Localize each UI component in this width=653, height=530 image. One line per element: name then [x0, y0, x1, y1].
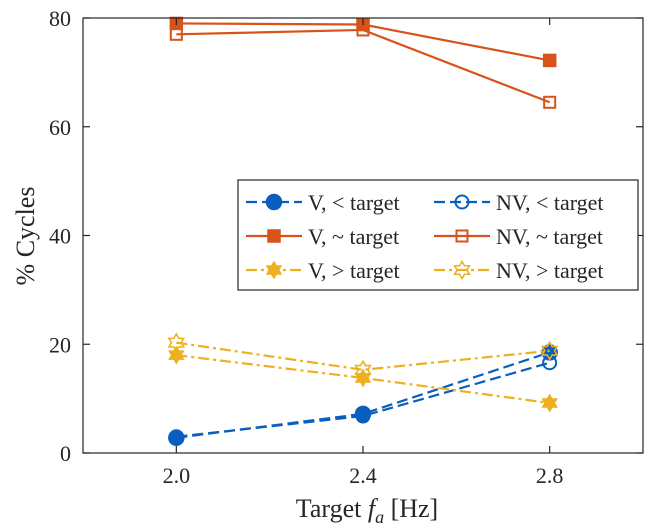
- data-point: [168, 429, 184, 445]
- axes-layer: 2.0 2.4 2.8 0 20 40 60 80: [49, 6, 644, 488]
- legend-label: V, ~ target: [308, 224, 399, 249]
- series-4: [169, 23, 557, 109]
- legend: V, < target NV, < target V, ~ target NV, ~ …: [237, 179, 639, 291]
- legend-entry: V, < target: [246, 190, 400, 215]
- x-axis-label-unit: [Hz]: [384, 494, 438, 523]
- y-tick-label: 80: [49, 6, 71, 31]
- data-point: [168, 345, 185, 365]
- legend-label: NV, < target: [496, 190, 604, 215]
- x-axis-label-subscript: a: [375, 507, 384, 527]
- legend-marker: [265, 260, 283, 280]
- series-line: [176, 354, 550, 405]
- legend-entry: V, > target: [246, 258, 400, 283]
- x-axis-label-main: Target: [296, 494, 368, 523]
- legend-entry: NV, > target: [434, 258, 604, 283]
- legend-marker: [267, 229, 281, 243]
- data-point: [542, 355, 558, 371]
- x-axis-label: Target fa [Hz]: [296, 494, 438, 527]
- data-point: [169, 27, 183, 41]
- y-tick-label: 40: [49, 224, 71, 249]
- x-tick-label: 2.0: [163, 463, 191, 488]
- legend-marker: [455, 229, 469, 243]
- legend-label: NV, ~ target: [496, 224, 603, 249]
- legend-label: V, < target: [308, 190, 400, 215]
- data-point: [167, 332, 186, 353]
- data-point: [540, 340, 559, 361]
- legend-marker: [454, 194, 470, 210]
- legend-entry: NV, ~ target: [434, 224, 603, 249]
- x-tick-label: 2.8: [536, 463, 564, 488]
- y-tick-label: 20: [49, 332, 71, 357]
- data-point: [354, 359, 372, 380]
- legend-entry: NV, < target: [434, 190, 604, 215]
- data-point: [543, 95, 557, 109]
- y-axis-label: % Cycles: [11, 187, 40, 286]
- series-6: [167, 332, 559, 380]
- legend-marker: [265, 193, 283, 211]
- y-tick-label: 0: [60, 441, 71, 466]
- x-axis-label-symbol: f: [368, 494, 379, 523]
- data-point: [541, 393, 558, 413]
- legend-marker: [453, 259, 471, 281]
- y-tick-label: 60: [49, 115, 71, 140]
- legend-entry: V, ~ target: [246, 224, 399, 249]
- data-point: [542, 53, 557, 68]
- series-2: [168, 355, 558, 445]
- legend-label: V, > target: [308, 258, 400, 283]
- data-point: [355, 408, 371, 424]
- series-line: [176, 341, 550, 371]
- x-tick-label: 2.4: [349, 463, 377, 488]
- legend-label: NV, > target: [496, 258, 604, 283]
- series-line: [176, 28, 551, 104]
